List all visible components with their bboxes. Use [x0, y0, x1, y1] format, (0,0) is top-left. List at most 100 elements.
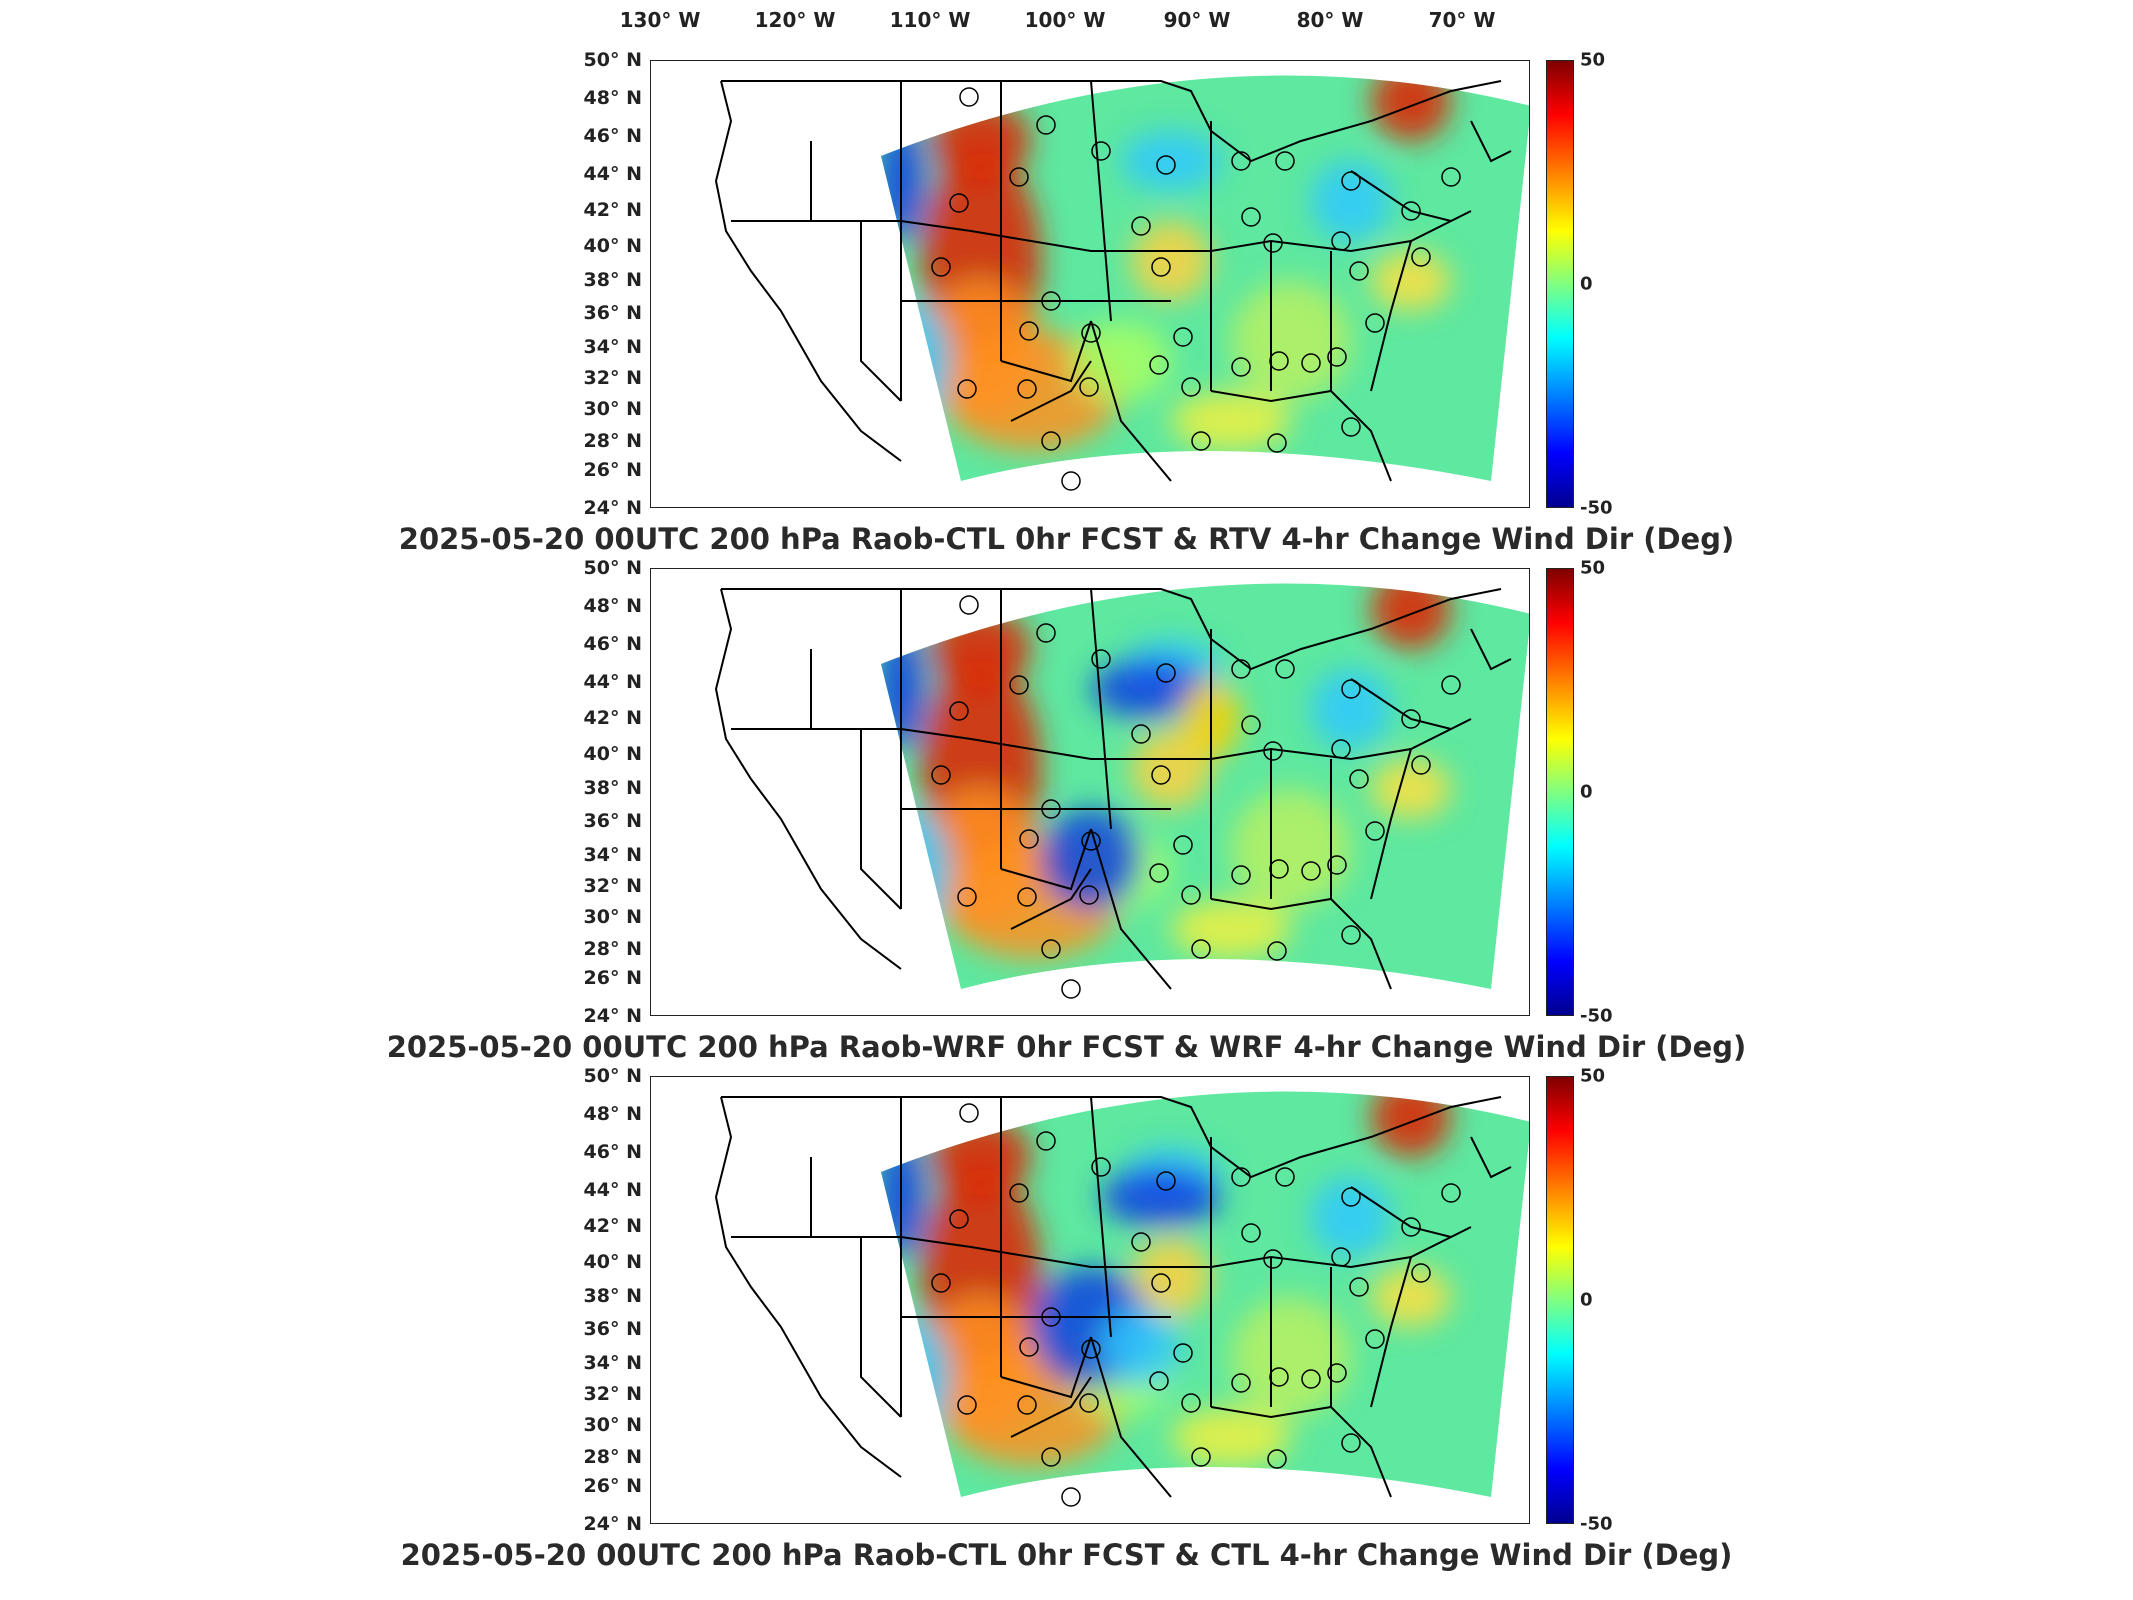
state-boundaries: [714, 588, 1512, 990]
raob-station-marker: [1079, 1393, 1099, 1413]
latitude-label: 24° N: [583, 1513, 642, 1535]
raob-station-marker: [1263, 233, 1283, 253]
raob-station-marker: [1009, 675, 1029, 695]
raob-station-marker: [1263, 741, 1283, 761]
latitude-label: 46° N: [583, 633, 642, 656]
raob-station-marker: [1331, 739, 1351, 759]
wind-direction-map: [714, 583, 1529, 999]
colorbar-tick-min: -50: [1580, 1513, 1613, 1535]
latitude-label: 34° N: [583, 1351, 642, 1374]
raob-station-marker: [1401, 1217, 1421, 1237]
raob-station-marker: [1411, 1263, 1431, 1283]
raob-station-marker: [949, 193, 969, 213]
latitude-label: 34° N: [583, 335, 642, 358]
raob-station-marker: [1401, 201, 1421, 221]
longitude-label: 100° W: [1024, 8, 1106, 32]
colorbar-tick-mid: 0: [1580, 273, 1593, 295]
raob-station-marker: [1191, 431, 1211, 451]
latitude-label: 30° N: [583, 1414, 642, 1437]
wind-direction-map: [714, 1091, 1529, 1507]
raob-station-marker: [1041, 1447, 1061, 1467]
latitude-label: 26° N: [583, 458, 642, 481]
latitude-label: 36° N: [583, 810, 642, 833]
raob-station-marker: [1061, 471, 1081, 491]
raob-station-marker: [1349, 261, 1369, 281]
raob-station-marker: [949, 701, 969, 721]
raob-station-marker: [1081, 1339, 1101, 1359]
raob-station-marker: [1327, 347, 1347, 367]
raob-station-marker: [1156, 1171, 1176, 1191]
latitude-label: 30° N: [583, 906, 642, 929]
latitude-label: 32° N: [583, 1383, 642, 1406]
raob-station-marker: [957, 887, 977, 907]
raob-station-marker: [1079, 885, 1099, 905]
latitude-label: 50° N: [583, 557, 642, 579]
panel-title: 2025-05-20 00UTC 200 hPa Raob-CTL 0hr FC…: [398, 522, 1735, 556]
latitude-label: 26° N: [583, 966, 642, 989]
raob-station-marker: [957, 379, 977, 399]
colorbar-tick-max: 50: [1580, 49, 1606, 71]
latitude-label: 36° N: [583, 1318, 642, 1341]
raob-station-marker: [1241, 1223, 1261, 1243]
panel-title: 2025-05-20 00UTC 200 hPa Raob-WRF 0hr FC…: [386, 1030, 1747, 1064]
latitude-label: 50° N: [583, 1065, 642, 1087]
raob-station-marker: [959, 1103, 979, 1123]
raob-station-marker: [1301, 353, 1321, 373]
latitude-label: 28° N: [583, 1445, 642, 1468]
raob-station-marker: [1151, 765, 1171, 785]
raob-station-marker: [1441, 167, 1461, 187]
raob-station-marker: [1019, 321, 1039, 341]
longitude-label: 120° W: [754, 8, 836, 32]
colorbar: [1546, 568, 1574, 1016]
raob-station-marker: [1331, 231, 1351, 251]
colorbar-tick-mid: 0: [1580, 1289, 1593, 1311]
raob-station-marker: [1267, 433, 1287, 453]
raob-station-marker: [1341, 679, 1361, 699]
raob-station-marker: [1081, 831, 1101, 851]
latitude-label: 24° N: [583, 497, 642, 519]
raob-station-marker: [1269, 351, 1289, 371]
raob-station-marker: [1181, 377, 1201, 397]
latitude-label: 26° N: [583, 1474, 642, 1497]
latitude-label: 42° N: [583, 1215, 642, 1238]
latitude-label: 38° N: [583, 776, 642, 799]
raob-station-marker: [1041, 939, 1061, 959]
raob-station-marker: [1365, 1329, 1385, 1349]
raob-station-marker: [1017, 887, 1037, 907]
raob-station-marker: [1156, 155, 1176, 175]
raob-station-marker: [1151, 257, 1171, 277]
raob-station-marker: [1263, 1249, 1283, 1269]
raob-station-marker: [1269, 1367, 1289, 1387]
raob-station-marker: [1441, 1183, 1461, 1203]
raob-station-marker: [1411, 755, 1431, 775]
latitude-label: 36° N: [583, 302, 642, 325]
map-frame: [650, 568, 1530, 1016]
raob-station-marker: [1241, 207, 1261, 227]
colorbar-tick-min: -50: [1580, 1005, 1613, 1027]
raob-station-marker: [1019, 1337, 1039, 1357]
raob-station-marker: [1191, 939, 1211, 959]
raob-station-marker: [1017, 379, 1037, 399]
latitude-label: 28° N: [583, 429, 642, 452]
raob-station-marker: [1267, 941, 1287, 961]
colorbar-tick-mid: 0: [1580, 781, 1593, 803]
raob-station-marker: [1181, 1393, 1201, 1413]
raob-station-marker: [1341, 171, 1361, 191]
longitude-label: 90° W: [1163, 8, 1231, 32]
latitude-label: 48° N: [583, 87, 642, 110]
raob-station-marker: [1401, 709, 1421, 729]
raob-station-marker: [1041, 1307, 1061, 1327]
raob-station-marker: [1181, 885, 1201, 905]
raob-station-marker: [1231, 865, 1251, 885]
raob-station-marker: [957, 1395, 977, 1415]
raob-station-marker: [1131, 724, 1151, 744]
raob-station-marker: [1301, 1369, 1321, 1389]
latitude-label: 50° N: [583, 49, 642, 71]
map-frame: [650, 1076, 1530, 1524]
raob-station-marker: [1009, 167, 1029, 187]
raob-station-marker: [1041, 431, 1061, 451]
raob-station-marker: [931, 765, 951, 785]
raob-station-marker: [1091, 649, 1111, 669]
raob-station-marker: [1365, 821, 1385, 841]
raob-station-marker: [1327, 855, 1347, 875]
